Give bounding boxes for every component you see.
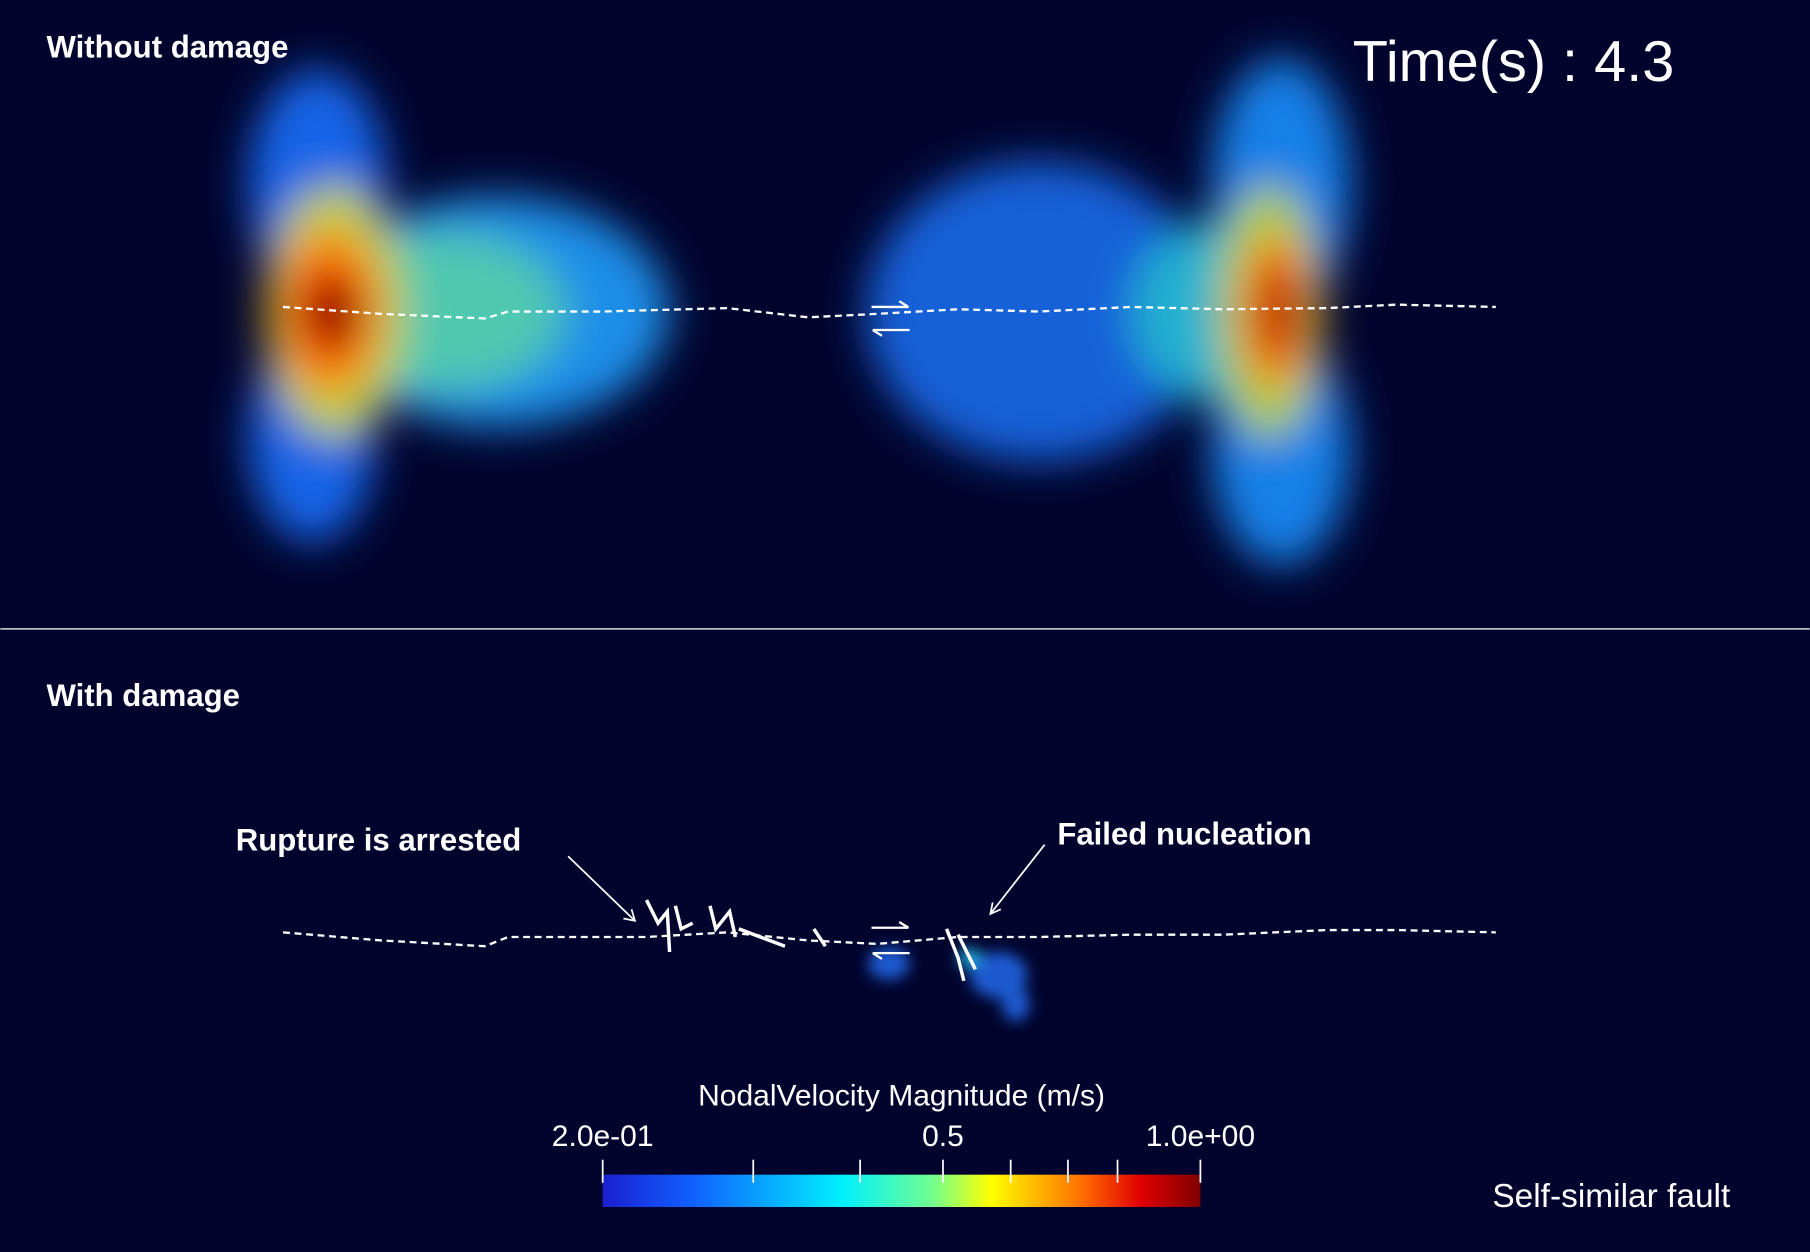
fault-trace	[282, 303, 1496, 320]
colorbar-title: NodalVelocity Magnitude (m/s)	[698, 1079, 1105, 1112]
colorbar-tick-label: 1.0e+00	[1146, 1120, 1255, 1153]
slip-arrows	[871, 300, 910, 337]
colorbar-ticks: 2.0e-01 0.5 1.0e+00	[552, 1120, 1255, 1183]
colorbar-tick-label: 0.5	[922, 1120, 964, 1153]
fault-trace	[282, 928, 1496, 948]
damage-cracks	[644, 899, 977, 982]
slip-arrows	[871, 921, 910, 960]
panel-label: With damage	[46, 678, 240, 713]
panel-label: Without damage	[46, 30, 288, 65]
time-label: Time(s) : 4.3	[1353, 30, 1675, 94]
annotation: Failed nucleation	[1057, 817, 1311, 852]
footer: Self-similar fault	[1492, 1178, 1731, 1215]
colorbar	[602, 1174, 1201, 1207]
annotation-arrows	[567, 844, 1046, 922]
top-field	[248, 57, 1351, 566]
colorbar-tick-label: 2.0e-01	[552, 1120, 654, 1153]
bottom-field	[868, 947, 1030, 1022]
annotation: Rupture is arrested	[236, 822, 522, 857]
